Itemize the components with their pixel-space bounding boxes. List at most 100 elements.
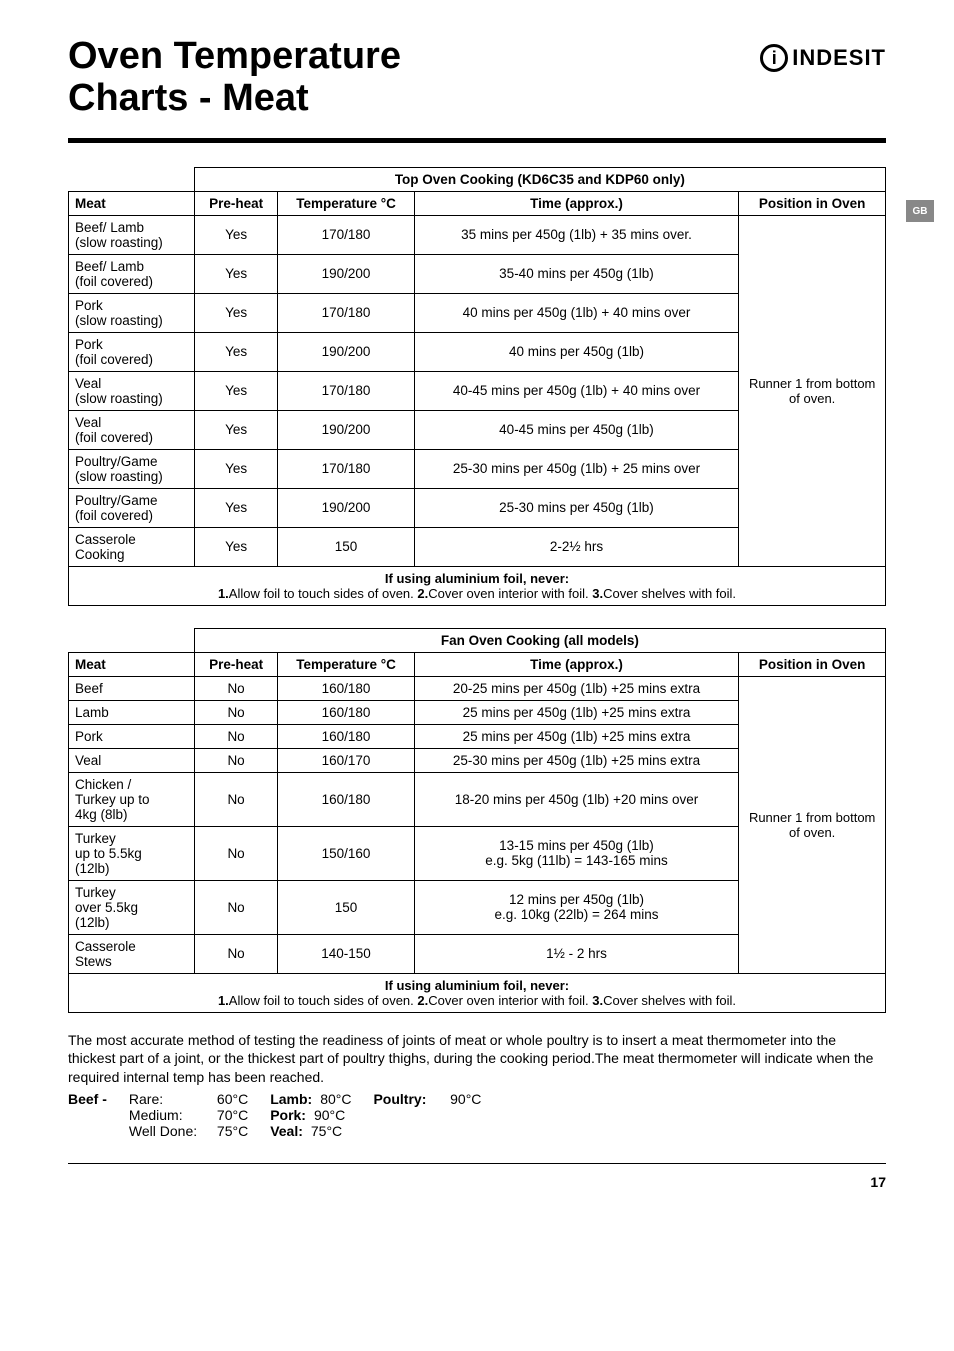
time-cell: 25-30 mins per 450g (1lb) +25 mins extra: [414, 748, 739, 772]
meat-cell: Poultry/Game(slow roasting): [69, 449, 195, 488]
pork-value: 90°C: [314, 1107, 345, 1123]
preheat-cell: Yes: [194, 449, 278, 488]
title-line-2: Charts - Meat: [68, 78, 401, 120]
temp-cell: 170/180: [278, 371, 414, 410]
meat-cell: Beef/ Lamb(foil covered): [69, 254, 195, 293]
meat-cell: Turkeyup to 5.5kg(12lb): [69, 826, 195, 880]
temp-cell: 170/180: [278, 449, 414, 488]
meat-cell: Poultry/Game(foil covered): [69, 488, 195, 527]
preheat-cell: Yes: [194, 371, 278, 410]
col-temp: Temperature °C: [278, 191, 414, 215]
preheat-cell: Yes: [194, 254, 278, 293]
beef-temps: Rare:60°CMedium:70°CWell Done:75°C: [129, 1091, 248, 1139]
brand-logo: i INDESIT: [760, 44, 886, 72]
col-time: Time (approx.): [414, 652, 739, 676]
veal-label: Veal:: [270, 1123, 303, 1139]
lamb-label: Lamb:: [270, 1091, 312, 1107]
foil-note-row: If using aluminium foil, never:1.Allow f…: [69, 973, 886, 1012]
col-meat: Meat: [69, 652, 195, 676]
col-preheat: Pre-heat: [194, 652, 278, 676]
temp-cell: 160/180: [278, 700, 414, 724]
preheat-cell: No: [194, 826, 278, 880]
col-position: Position in Oven: [739, 652, 886, 676]
footer-rule: [68, 1163, 886, 1164]
col-preheat: Pre-heat: [194, 191, 278, 215]
page-title: Oven Temperature Charts - Meat: [68, 36, 401, 120]
meat-cell: Beef/ Lamb(slow roasting): [69, 215, 195, 254]
meat-cell: Pork: [69, 724, 195, 748]
meat-cell: Beef: [69, 676, 195, 700]
time-cell: 20-25 mins per 450g (1lb) +25 mins extra: [414, 676, 739, 700]
temp-cell: 160/180: [278, 676, 414, 700]
beef-label: Beef -: [68, 1091, 107, 1107]
temp-cell: 190/200: [278, 488, 414, 527]
temp-cell: 160/180: [278, 724, 414, 748]
position-cell: Runner 1 from bottom of oven.: [739, 676, 886, 973]
top-oven-table: Top Oven Cooking (KD6C35 and KDP60 only)…: [68, 167, 886, 606]
temp-cell: 140-150: [278, 934, 414, 973]
time-cell: 40 mins per 450g (1lb): [414, 332, 739, 371]
time-cell: 25-30 mins per 450g (1lb) + 25 mins over: [414, 449, 739, 488]
fan-oven-section-title: Fan Oven Cooking (all models): [194, 628, 885, 652]
preheat-cell: No: [194, 676, 278, 700]
meat-cell: Pork(slow roasting): [69, 293, 195, 332]
temp-cell: 170/180: [278, 293, 414, 332]
time-cell: 40 mins per 450g (1lb) + 40 mins over: [414, 293, 739, 332]
lamb-value: 80°C: [320, 1091, 351, 1107]
time-cell: 35-40 mins per 450g (1lb): [414, 254, 739, 293]
meat-cell: Turkeyover 5.5kg(12lb): [69, 880, 195, 934]
temp-cell: 150: [278, 527, 414, 566]
preheat-cell: No: [194, 772, 278, 826]
title-line-1: Oven Temperature: [68, 36, 401, 78]
poultry-value: 90°C: [450, 1091, 481, 1107]
meat-cell: Pork(foil covered): [69, 332, 195, 371]
preheat-cell: Yes: [194, 410, 278, 449]
poultry-label: Poultry:: [373, 1091, 426, 1107]
preheat-cell: Yes: [194, 332, 278, 371]
preheat-cell: No: [194, 724, 278, 748]
preheat-cell: No: [194, 700, 278, 724]
thermometer-text: The most accurate method of testing the …: [68, 1031, 886, 1088]
preheat-cell: No: [194, 748, 278, 772]
time-cell: 35 mins per 450g (1lb) + 35 mins over.: [414, 215, 739, 254]
meat-cell: CasseroleStews: [69, 934, 195, 973]
meat-cell: Lamb: [69, 700, 195, 724]
temp-cell: 190/200: [278, 410, 414, 449]
header-rule: [68, 138, 886, 143]
time-cell: 1½ - 2 hrs: [414, 934, 739, 973]
table-col-headers: Meat Pre-heat Temperature °C Time (appro…: [69, 652, 886, 676]
brand-logo-icon: i: [760, 44, 788, 72]
temp-cell: 170/180: [278, 215, 414, 254]
table-section-header: Top Oven Cooking (KD6C35 and KDP60 only): [69, 167, 886, 191]
temp-cell: 190/200: [278, 254, 414, 293]
preheat-cell: No: [194, 934, 278, 973]
time-cell: 2-2½ hrs: [414, 527, 739, 566]
temp-cell: 160/180: [278, 772, 414, 826]
position-cell: Runner 1 from bottom of oven.: [739, 215, 886, 566]
preheat-cell: Yes: [194, 293, 278, 332]
meat-cell: CasseroleCooking: [69, 527, 195, 566]
meat-cell: Veal(foil covered): [69, 410, 195, 449]
table-section-header: Fan Oven Cooking (all models): [69, 628, 886, 652]
time-cell: 12 mins per 450g (1lb)e.g. 10kg (22lb) =…: [414, 880, 739, 934]
foil-note-row: If using aluminium foil, never:1.Allow f…: [69, 566, 886, 605]
col-position: Position in Oven: [739, 191, 886, 215]
time-cell: 40-45 mins per 450g (1lb) + 40 mins over: [414, 371, 739, 410]
temp-cell: 190/200: [278, 332, 414, 371]
brand-logo-text: INDESIT: [792, 45, 886, 71]
col-time: Time (approx.): [414, 191, 739, 215]
preheat-cell: Yes: [194, 488, 278, 527]
preheat-cell: No: [194, 880, 278, 934]
page-number: 17: [68, 1174, 886, 1190]
meat-cell: Chicken /Turkey up to4kg (8lb): [69, 772, 195, 826]
table-col-headers: Meat Pre-heat Temperature °C Time (appro…: [69, 191, 886, 215]
time-cell: 25 mins per 450g (1lb) +25 mins extra: [414, 724, 739, 748]
page-header: Oven Temperature Charts - Meat i INDESIT: [68, 36, 886, 120]
meat-cell: Veal: [69, 748, 195, 772]
temp-cell: 150: [278, 880, 414, 934]
table-row: BeefNo160/18020-25 mins per 450g (1lb) +…: [69, 676, 886, 700]
temp-cell: 150/160: [278, 826, 414, 880]
side-tab: GB: [906, 200, 934, 222]
time-cell: 25 mins per 450g (1lb) +25 mins extra: [414, 700, 739, 724]
internal-temps: Beef - Rare:60°CMedium:70°CWell Done:75°…: [68, 1091, 886, 1139]
